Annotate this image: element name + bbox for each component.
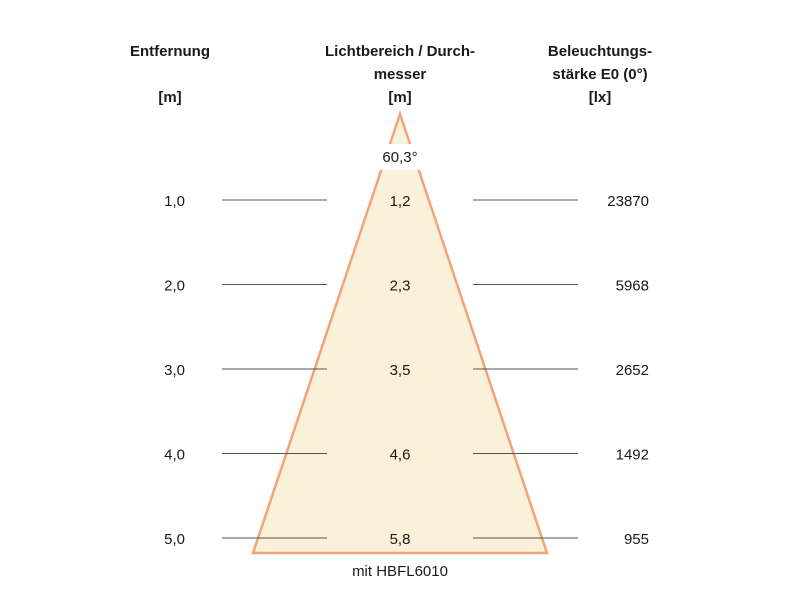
light-cone (251, 110, 549, 555)
diameter-header-unit: [m] (388, 89, 412, 106)
illuminance-value: 1492 (616, 447, 649, 464)
table-row: 1,0 1,2 23870 (164, 193, 649, 210)
diameter-value: 2,3 (390, 278, 411, 295)
distance-header: Entfernung [m] (110, 40, 230, 109)
illuminance-header: Beleuchtungs- stärke E0 (0°) [lx] (520, 40, 680, 109)
distance-value: 4,0 (164, 447, 185, 464)
table-row: 5,0 5,8 955 (164, 531, 649, 548)
illuminance-value: 23870 (607, 193, 649, 210)
illuminance-value: 5968 (616, 278, 649, 295)
distance-value: 1,0 (164, 193, 185, 210)
diameter-value: 3,5 (390, 362, 411, 379)
table-row: 4,0 4,6 1492 (164, 447, 649, 464)
diameter-value: 5,8 (390, 531, 411, 548)
table-row: 3,0 3,5 2652 (164, 362, 649, 379)
distance-value: 5,0 (164, 531, 185, 548)
beam-angle-label: 60,3° (382, 149, 417, 166)
illuminance-value: 2652 (616, 362, 649, 379)
rows-layer: 1,0 1,2 23870 2,0 2,3 5968 3,0 3,5 2652 4,0 4,6 149… (164, 193, 649, 548)
diameter-value: 4,6 (390, 447, 411, 464)
distance-value: 2,0 (164, 278, 185, 295)
distance-header-unit: [m] (158, 89, 182, 106)
illuminance-header-unit: [lx] (588, 89, 612, 106)
table-row: 2,0 2,3 5968 (164, 278, 649, 295)
diameter-value: 1,2 (390, 193, 411, 210)
diameter-header-title-1: Lichtbereich / Durch- (324, 43, 476, 60)
distance-header-title: Entfernung (130, 43, 210, 60)
footer-note: mit HBFL6010 (352, 563, 448, 580)
distance-value: 3,0 (164, 362, 185, 379)
illuminance-header-title-2: stärke E0 (0°) (552, 66, 648, 83)
beam-angle-label-bg (368, 144, 432, 170)
illuminance-value: 955 (624, 531, 649, 548)
diameter-header: Lichtbereich / Durch- messer [m] (300, 40, 500, 109)
diameter-header-title-2: messer (373, 66, 427, 83)
illuminance-header-title-1: Beleuchtungs- (547, 43, 653, 60)
